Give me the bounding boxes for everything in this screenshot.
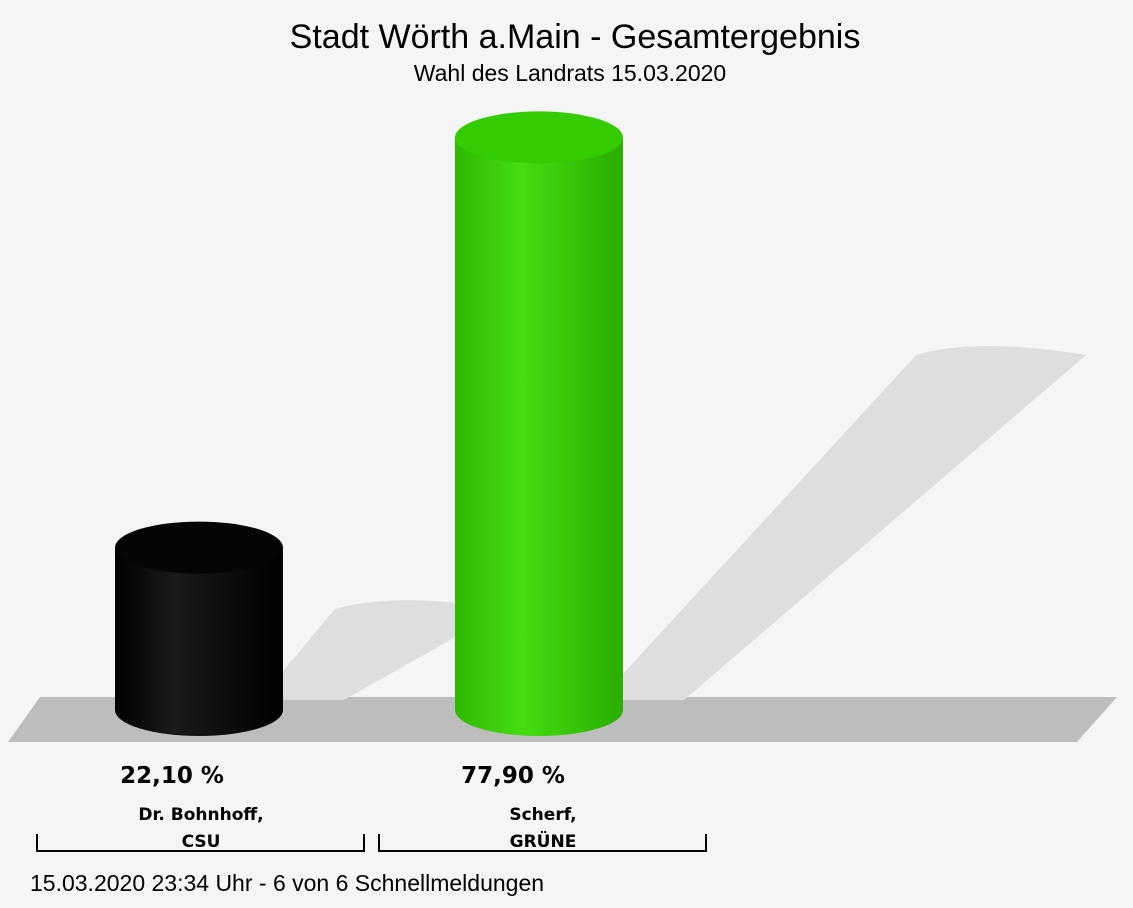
category-label-0-line1: Dr. Bohnhoff,	[138, 805, 263, 825]
category-label-1-line1: Scherf,	[509, 805, 576, 825]
bar-shadow-1	[599, 346, 1087, 700]
bar-1	[455, 137, 623, 736]
bar-top-0	[115, 521, 283, 574]
bar-shadow-0	[259, 600, 505, 700]
bar-0	[115, 547, 283, 736]
value-label-0: 22,10 %	[120, 763, 224, 789]
category-label-1-line2: GRÜNE	[510, 830, 577, 852]
bar-shadows	[259, 346, 1087, 700]
chart-footer: 15.03.2020 23:34 Uhr - 6 von 6 Schnellme…	[30, 870, 544, 896]
chart-title: Stadt Wörth a.Main - Gesamtergebnis	[290, 18, 861, 56]
category-bracket-1	[378, 834, 707, 852]
category-bracket-0	[36, 834, 365, 852]
bar-top-1	[455, 111, 623, 164]
bars	[115, 111, 623, 736]
chart-subtitle: Wahl des Landrats 15.03.2020	[414, 60, 726, 86]
category-label-0-line2: CSU	[182, 832, 221, 852]
value-label-1: 77,90 %	[461, 763, 565, 789]
